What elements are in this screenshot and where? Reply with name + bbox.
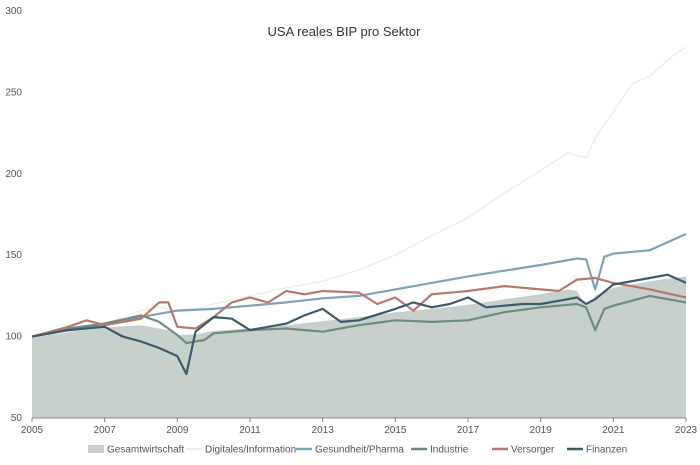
x-tick-label: 2009 <box>166 425 189 436</box>
legend-swatch-gesamtwirtschaft <box>88 445 104 453</box>
y-tick-label: 50 <box>11 413 23 424</box>
series-line-digitales-information <box>31 46 687 338</box>
legend: Gesamtwirtschaft Digitales/Information Ges… <box>88 445 627 456</box>
x-tick-label: 2017 <box>457 425 480 436</box>
x-tick-label: 2023 <box>675 425 698 436</box>
legend-label-versorger: Versorger <box>511 445 555 456</box>
y-tick-label: 300 <box>5 6 22 17</box>
area-layer <box>32 276 686 418</box>
y-tick-label: 200 <box>5 169 22 180</box>
series-line-gesundheit-pharma <box>31 232 687 338</box>
x-tick-label: 2015 <box>384 425 407 436</box>
x-tick-label: 2007 <box>94 425 117 436</box>
x-tick-label: 2019 <box>530 425 553 436</box>
tick-label-layer: 50 100 150 200 250 300 2005 2007 2009 2011 2013 201… <box>5 6 697 436</box>
legend-label-digitales-information: Digitales/Information <box>205 445 296 456</box>
legend-label-gesamtwirtschaft: Gesamtwirtschaft <box>107 445 184 456</box>
x-tick-label: 2005 <box>21 425 44 436</box>
legend-label-industrie: Industrie <box>430 445 469 456</box>
x-tick-label: 2011 <box>239 425 261 436</box>
x-tick-label: 2013 <box>312 425 335 436</box>
series-line-finanzen <box>31 273 687 376</box>
series-line-industrie <box>31 294 687 345</box>
chart-title: USA reales BIP pro Sektor <box>268 24 422 39</box>
series-area-gesamtwirtschaft <box>32 276 686 418</box>
y-tick-label: 250 <box>5 87 22 98</box>
x-tick-label: 2021 <box>602 425 625 436</box>
series-line-versorger <box>31 276 687 338</box>
line-layer <box>31 46 687 376</box>
legend-label-gesundheit-pharma: Gesundheit/Pharma <box>315 445 404 456</box>
y-tick-label: 100 <box>5 332 22 343</box>
legend-label-finanzen: Finanzen <box>586 445 627 456</box>
axis-layer <box>31 417 687 422</box>
y-tick-label: 150 <box>5 250 22 261</box>
